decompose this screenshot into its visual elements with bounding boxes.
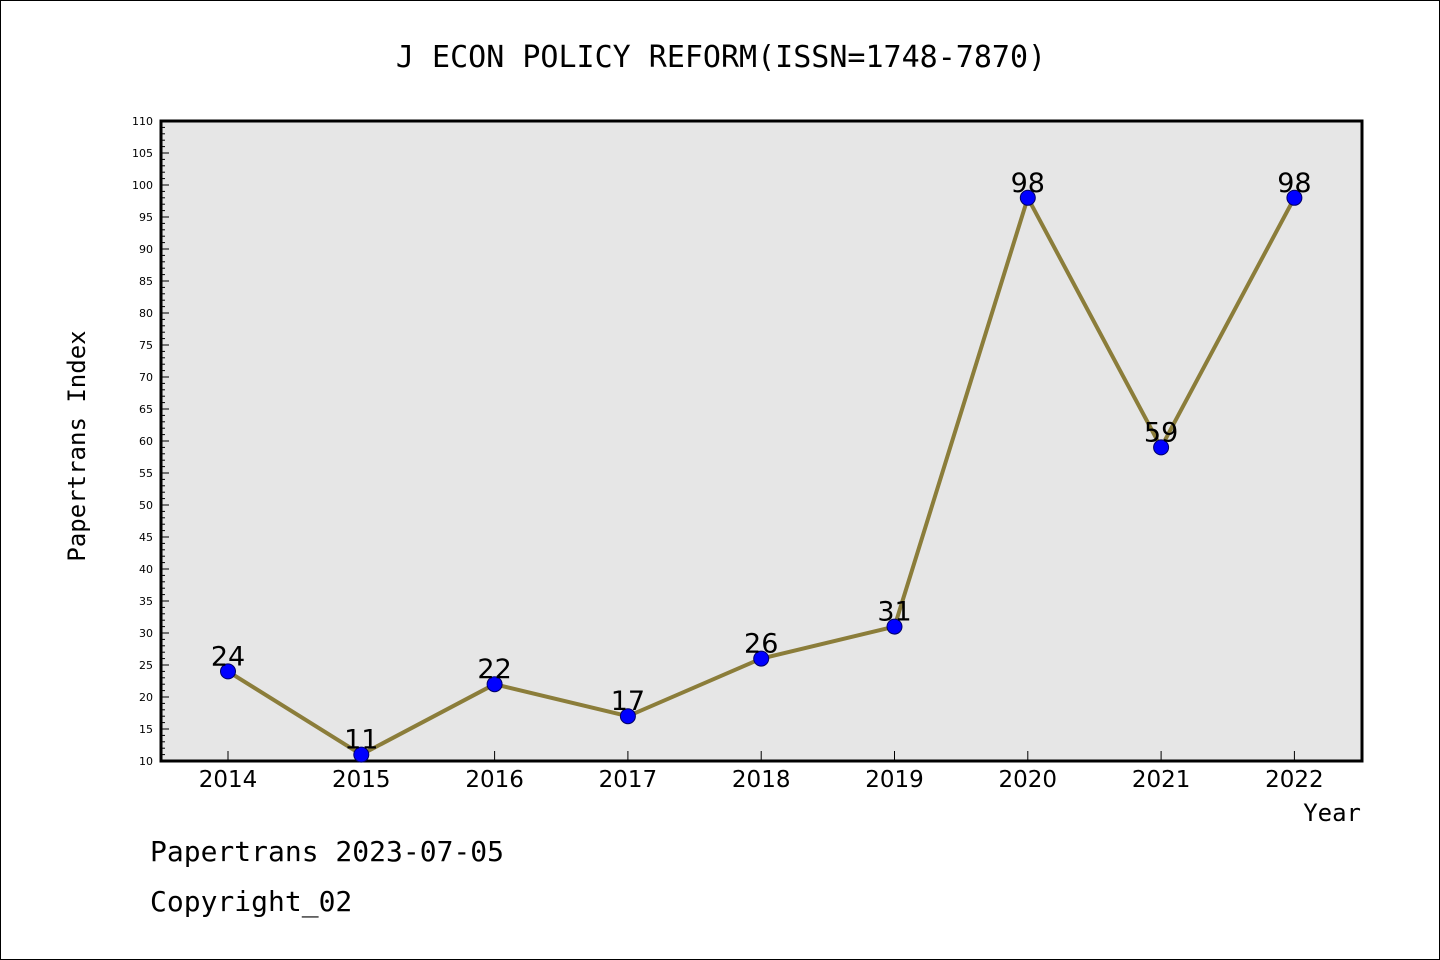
y-axis-label: Papertrans Index <box>63 330 91 561</box>
data-label: 59 <box>1144 417 1178 448</box>
data-point <box>1153 439 1170 456</box>
y-tick-label: 80 <box>139 307 153 320</box>
data-point <box>753 650 770 667</box>
data-label: 98 <box>1277 168 1311 199</box>
y-tick-label: 75 <box>139 339 153 352</box>
x-tick-label: 2014 <box>199 767 258 793</box>
y-axis: 10 15 20 25 30 35 40 45 50 55 60 65 70 75 80 85 90 95 100 1… <box>132 115 169 768</box>
data-label: 17 <box>611 686 645 717</box>
x-axis-label: Year <box>1303 799 1361 827</box>
data-point <box>1286 189 1303 206</box>
y-tick-label: 100 <box>132 179 153 192</box>
y-tick-label: 35 <box>139 595 153 608</box>
data-point <box>220 663 236 680</box>
x-tick-label: 2021 <box>1132 767 1191 793</box>
y-tick-label: 65 <box>139 403 153 416</box>
y-tick-label: 30 <box>139 627 153 640</box>
data-point <box>486 676 503 693</box>
y-tick-label: 10 <box>139 755 153 768</box>
y-tick-label: 95 <box>139 211 153 224</box>
footer-copyright: Copyright_02 <box>150 885 353 918</box>
y-tick-label: 45 <box>139 531 153 544</box>
y-tick-label: 15 <box>139 723 153 736</box>
data-label: 22 <box>477 654 511 685</box>
data-label: 98 <box>1011 168 1045 199</box>
x-tick-label: 2017 <box>599 767 658 793</box>
chart-title: J ECON POLICY REFORM(ISSN=1748-7870) <box>396 40 1046 75</box>
y-tick-label: 60 <box>139 435 153 448</box>
data-label: 26 <box>744 629 778 660</box>
x-tick-label: 2018 <box>732 767 791 793</box>
data-label: 24 <box>211 641 245 672</box>
y-tick-label: 50 <box>139 499 153 512</box>
y-tick-label: 55 <box>139 467 153 480</box>
y-tick-label: 70 <box>139 371 153 384</box>
x-tick-label: 2015 <box>332 767 391 793</box>
data-labels: 24 11 22 17 26 31 98 59 98 <box>211 168 1312 756</box>
data-point <box>1019 189 1036 206</box>
data-point <box>353 746 370 763</box>
y-tick-label: 20 <box>139 691 153 704</box>
footer-credit: Papertrans 2023-07-05 <box>150 835 505 868</box>
y-tick-label: 85 <box>139 275 153 288</box>
x-tick-label: 2022 <box>1265 767 1324 793</box>
y-tick-label: 25 <box>139 659 153 672</box>
x-tick-label: 2020 <box>999 767 1058 793</box>
y-tick-label: 105 <box>132 147 153 160</box>
data-point <box>886 618 903 635</box>
x-tick-label: 2019 <box>865 767 924 793</box>
y-tick-label: 110 <box>132 115 153 128</box>
series-line <box>220 189 1303 763</box>
data-label: 11 <box>344 725 378 756</box>
y-tick-label: 90 <box>139 243 153 256</box>
y-tick-label: 40 <box>139 563 153 576</box>
data-point <box>619 708 636 725</box>
data-label: 31 <box>877 597 911 628</box>
x-tick-label: 2016 <box>465 767 524 793</box>
x-axis: 2014 2015 2016 2017 2018 2019 2020 2021 2022 <box>199 751 1324 793</box>
